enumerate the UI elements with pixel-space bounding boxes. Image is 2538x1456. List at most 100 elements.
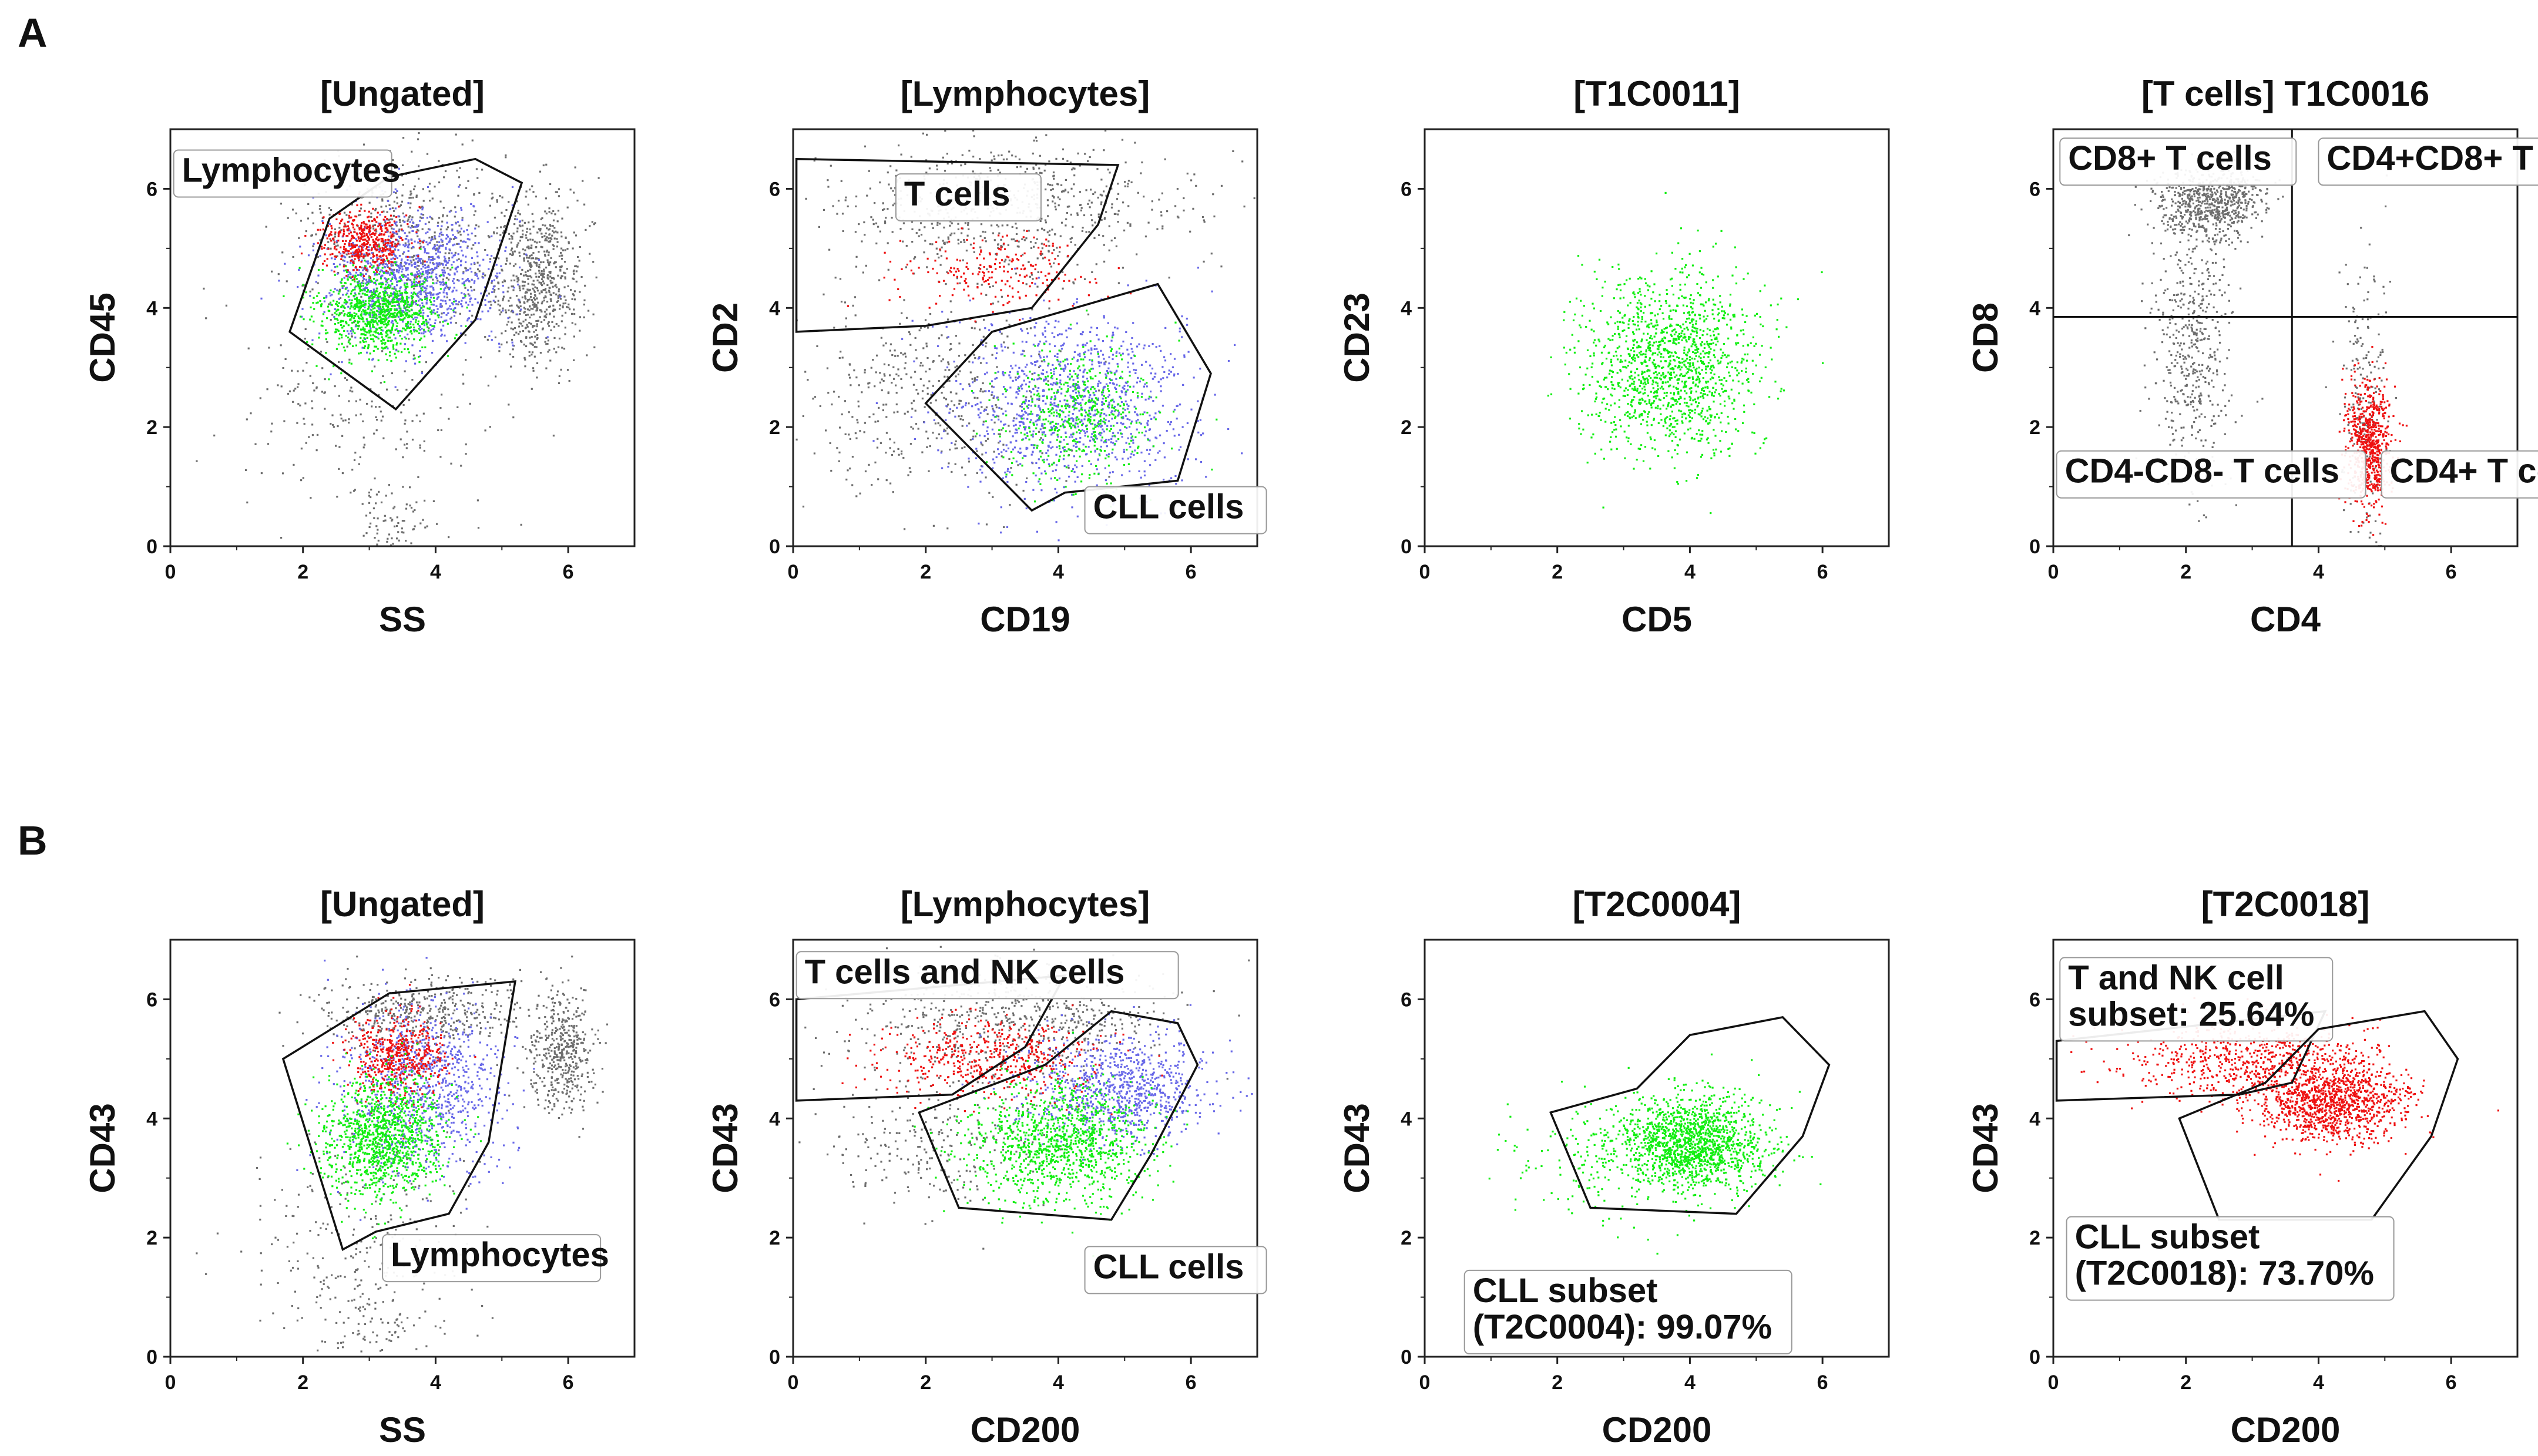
data-point [287, 392, 290, 395]
data-point [978, 267, 980, 270]
data-point [536, 297, 538, 300]
data-point [385, 242, 387, 244]
data-point [1232, 150, 1234, 152]
data-point [417, 312, 419, 314]
data-point [408, 231, 411, 234]
data-point [375, 221, 378, 223]
data-point [374, 248, 377, 250]
data-point [348, 361, 351, 364]
data-point [980, 223, 983, 226]
data-point [513, 287, 515, 289]
data-point [407, 316, 409, 318]
data-point [573, 294, 575, 297]
data-point [429, 294, 432, 296]
data-point [362, 249, 364, 251]
data-point [372, 316, 374, 318]
data-point [343, 325, 345, 327]
data-point [367, 344, 370, 347]
data-point [370, 496, 372, 499]
data-point [398, 290, 401, 292]
data-point [459, 246, 462, 248]
data-point [411, 314, 414, 316]
data-point [1166, 210, 1169, 213]
data-point [387, 305, 389, 308]
data-point [404, 307, 407, 310]
data-point [951, 160, 953, 162]
data-point [541, 328, 544, 331]
data-point [910, 156, 912, 158]
data-point [402, 220, 404, 222]
data-point [947, 236, 949, 238]
data-point [397, 350, 400, 352]
data-point [997, 169, 999, 171]
data-point [441, 240, 444, 242]
data-point [946, 427, 948, 429]
cluster-gray [350, 478, 450, 546]
y-axis-label: CD45 [83, 292, 122, 382]
data-point [364, 345, 367, 348]
data-point [388, 311, 390, 314]
data-point [457, 194, 459, 197]
data-point [330, 240, 333, 242]
data-point [326, 248, 328, 250]
data-point [871, 484, 873, 486]
data-point [363, 244, 365, 247]
data-point [522, 330, 524, 332]
data-point [340, 321, 342, 323]
data-point [345, 248, 347, 250]
data-point [1127, 183, 1129, 185]
data-point [361, 311, 363, 313]
data-point [411, 420, 414, 422]
data-point [1043, 229, 1046, 231]
data-point [306, 341, 308, 343]
data-point [851, 456, 854, 458]
data-point [427, 186, 429, 189]
data-point [380, 283, 382, 285]
data-point [333, 270, 335, 273]
data-point [491, 193, 494, 195]
data-point [422, 315, 424, 318]
data-point [348, 214, 350, 217]
data-point [387, 294, 389, 297]
data-point [381, 299, 384, 302]
data-point [341, 472, 344, 475]
data-point [918, 329, 921, 332]
data-point [390, 315, 392, 318]
data-point [357, 307, 360, 309]
data-point [375, 406, 377, 408]
data-point [412, 285, 414, 287]
data-point [382, 313, 384, 315]
data-point [422, 241, 425, 244]
data-point [407, 274, 409, 276]
data-point [552, 224, 554, 227]
data-point [419, 242, 421, 245]
data-point [1100, 218, 1103, 221]
data-point [845, 325, 847, 328]
data-point [352, 262, 355, 264]
data-point [387, 537, 389, 540]
data-point [361, 249, 363, 251]
data-point [401, 295, 404, 298]
data-point [377, 348, 379, 350]
data-point [417, 254, 419, 257]
data-point [454, 216, 456, 218]
gate-polygon[interactable] [288, 157, 523, 411]
data-point [415, 232, 418, 234]
data-point [346, 379, 348, 381]
data-point [429, 299, 431, 301]
data-point [1048, 234, 1050, 236]
data-point [381, 342, 383, 345]
data-point [394, 258, 396, 260]
data-point [925, 371, 927, 373]
data-point [1008, 259, 1010, 261]
data-point [414, 313, 416, 315]
data-point [345, 302, 347, 305]
data-point [549, 313, 551, 315]
data-point [398, 298, 400, 300]
data-point [513, 279, 516, 281]
data-point [380, 332, 382, 335]
data-point [368, 312, 371, 314]
data-point [390, 258, 392, 261]
data-point [365, 243, 367, 246]
data-point [484, 286, 486, 288]
